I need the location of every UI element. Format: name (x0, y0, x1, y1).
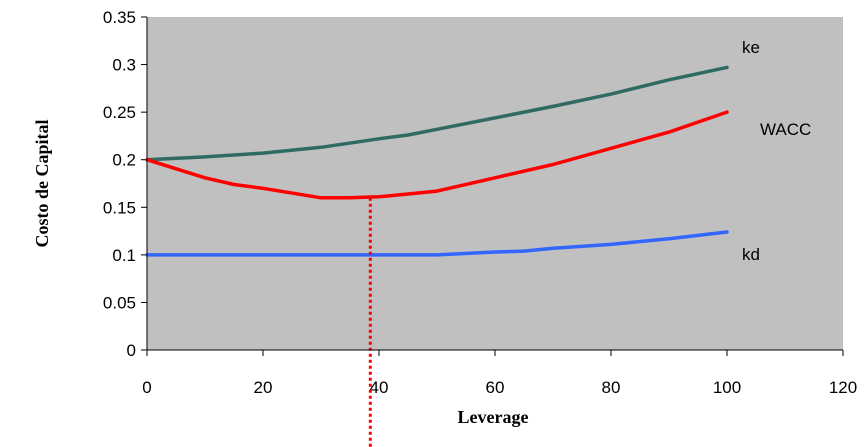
y-axis-title: Costo de Capital (32, 119, 52, 247)
y-tick-label: 0.1 (112, 246, 136, 265)
y-tick-label: 0.3 (112, 56, 136, 75)
y-tick-label: 0.05 (103, 293, 136, 312)
y-tick-label: 0.25 (103, 103, 136, 122)
plot-area (147, 17, 843, 350)
y-axis-ticks: 0 0.05 0.1 0.15 0.2 0.25 0.3 0.35 (103, 8, 147, 360)
series-line-ke (145, 65, 729, 162)
series-labels: ke WACC kd (742, 38, 811, 264)
series-label-kd: kd (742, 245, 760, 264)
y-tick-label: 0 (127, 341, 136, 360)
x-tick-label: 60 (486, 378, 505, 397)
x-axis-title: Leverage (458, 407, 529, 427)
series-line-kd (145, 230, 729, 257)
y-tick-label: 0.2 (112, 151, 136, 170)
series-line-wacc (145, 110, 729, 200)
series-label-wacc: WACC (760, 120, 811, 139)
x-tick-label: 20 (254, 378, 273, 397)
x-tick-label: 40 (370, 378, 389, 397)
x-tick-label: 100 (713, 378, 741, 397)
series-lines (145, 65, 729, 257)
series-label-ke: ke (742, 38, 760, 57)
x-tick-label: 80 (602, 378, 621, 397)
y-tick-label: 0.35 (103, 8, 136, 27)
x-axis-ticks: 0 20 40 60 80 100 120 (142, 350, 857, 397)
x-tick-label: 120 (829, 378, 857, 397)
x-tick-label: 0 (142, 378, 151, 397)
y-tick-label: 0.15 (103, 198, 136, 217)
